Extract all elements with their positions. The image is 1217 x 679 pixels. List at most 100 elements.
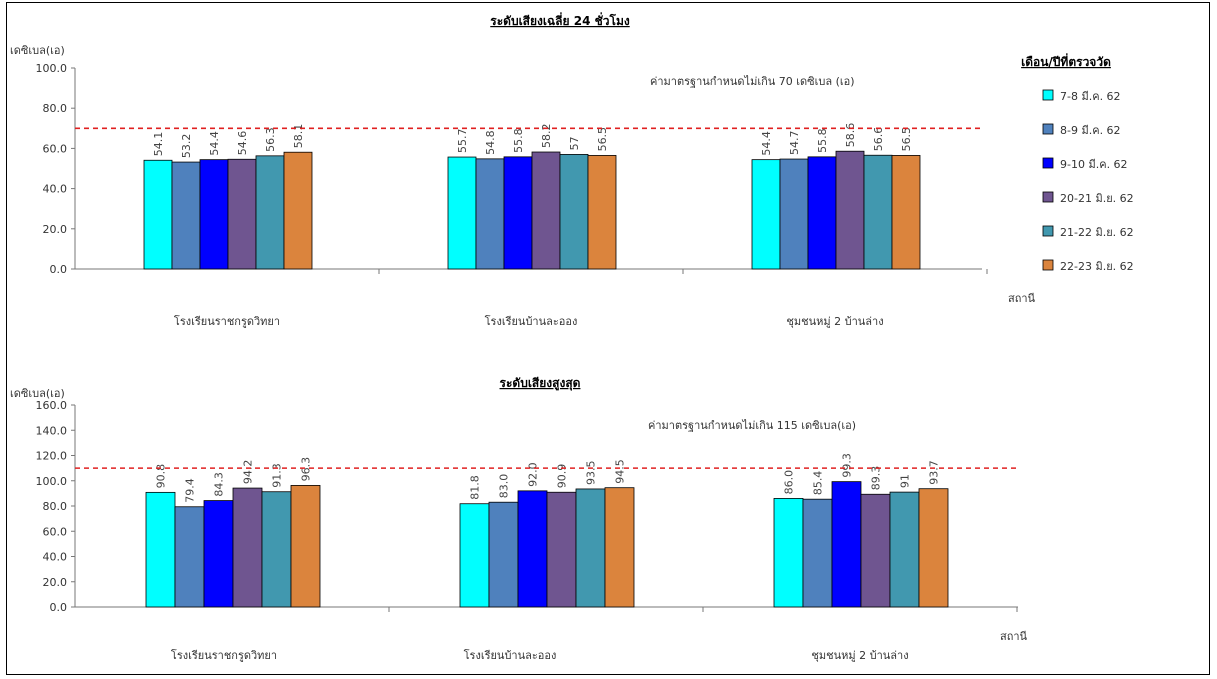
chart2-data-label: 84.3 (213, 472, 226, 497)
chart1-bar (807, 156, 837, 270)
chart1-data-label: 56.6 (872, 127, 885, 152)
chart1-data-label: 54.4 (208, 131, 221, 156)
chart2-data-label: 91.3 (271, 463, 284, 488)
chart2-data-label: 83.0 (498, 474, 511, 499)
chart2-bar (488, 501, 519, 608)
chart2-bar (517, 490, 548, 608)
chart-frame (6, 2, 1210, 675)
chart2-y-axis-label: เดซิเบล(เอ) (10, 387, 65, 400)
chart2-data-label: 93.7 (928, 460, 941, 485)
chart2-bar (203, 500, 234, 608)
chart1-y-tick-label: 20.0 (43, 223, 68, 236)
chart1-bar (587, 155, 617, 270)
chart2-title: ระดับเสียงสูงสุด (500, 376, 581, 391)
chart2-bar (831, 481, 862, 608)
legend-label: 21-22 มิ.ย. 62 (1060, 226, 1134, 239)
chart1-data-label: 53.2 (180, 134, 193, 159)
legend-title: เดือน/ปีที่ตรวจวัด (1021, 53, 1111, 69)
chart1-data-label: 54.8 (484, 130, 497, 155)
chart1-bar (863, 154, 893, 270)
legend-swatch (1042, 259, 1054, 271)
chart2-y-tick-label: 40.0 (43, 551, 68, 564)
legend-swatch (1042, 123, 1054, 135)
plot-layer: 0.0 20.0 40.0 60.0 80.0 100.0 โรงเรียนราชกรูดว… (36, 62, 1134, 662)
chart1-title: ระดับเสียงเฉลี่ย 24 ชั่วโมง (490, 12, 630, 28)
chart2-y-tick-label: 20.0 (43, 576, 68, 589)
chart2-data-label: 96.3 (300, 457, 313, 482)
chart2-y-tick-label: 120.0 (36, 450, 68, 463)
chart1-bar (779, 158, 809, 270)
chart2-category-label: ชุมชนหมู่ 2 บ้านล่าง (811, 649, 908, 662)
chart2-standard-label: ค่ามาตรฐานกำหนดไม่เกิน 115 เดซิเบล(เอ) (648, 419, 856, 432)
chart1-data-label: 55.8 (512, 128, 525, 153)
chart2-bar (860, 493, 891, 608)
chart1-bar (255, 155, 285, 270)
chart2-bar (889, 491, 920, 608)
chart2-bar (145, 491, 176, 608)
chart1-category-label: โรงเรียนบ้านละออง (485, 314, 578, 328)
legend-swatch (1042, 89, 1054, 101)
chart2-category-label: โรงเรียนบ้านละออง (464, 648, 557, 662)
legend-label: 8-9 มี.ค. 62 (1060, 124, 1121, 137)
chart2-bar (773, 498, 804, 608)
chart2-y-tick-label: 100.0 (36, 475, 68, 488)
chart2-data-label: 81.8 (469, 475, 482, 500)
chart1-bar (751, 159, 781, 270)
legend-label: 20-21 มิ.ย. 62 (1060, 192, 1134, 205)
chart1-data-label: 58.1 (292, 124, 305, 149)
chart2-data-label: 94.2 (242, 460, 255, 485)
chart1-bar (143, 159, 173, 270)
chart1-data-label: 57 (568, 136, 581, 150)
legend-label: 22-23 มิ.ย. 62 (1060, 260, 1134, 273)
chart1-bar (835, 150, 865, 270)
chart2-y-tick-label: 80.0 (43, 500, 68, 513)
chart2-bar (918, 488, 949, 608)
chart1-bar (475, 158, 505, 270)
chart1-bar (503, 156, 533, 270)
chart1-data-label: 58.2 (540, 124, 553, 149)
chart1-bar (171, 161, 201, 270)
chart2-data-label: 90.9 (556, 464, 569, 489)
chart1-bar (891, 155, 921, 270)
chart2-category-label: โรงเรียนราชกรูดวิทยา (171, 648, 277, 662)
chart2-bar (261, 491, 292, 608)
chart2-data-label: 93.5 (585, 460, 598, 485)
legend-label: 9-10 มี.ค. 62 (1060, 158, 1128, 171)
chart1-data-label: 54.4 (760, 131, 773, 156)
chart2-bar (802, 498, 833, 608)
chart1-y-axis-label: เดซิเบล(เอ) (10, 44, 65, 57)
legend-label: 7-8 มี.ค. 62 (1060, 90, 1121, 103)
chart1-data-label: 56.5 (596, 127, 609, 152)
chart1-data-label: 55.8 (816, 128, 829, 153)
chart1-y-tick-label: 60.0 (43, 142, 68, 155)
chart2-data-label: 79.4 (184, 478, 197, 503)
chart2-y-tick-label: 140.0 (36, 424, 68, 437)
chart1-data-label: 55.7 (456, 129, 469, 154)
chart1-category-label: โรงเรียนราชกรูดวิทยา (174, 314, 280, 328)
chart1-y-tick-label: 0.0 (50, 263, 68, 276)
chart1-bar (227, 158, 257, 270)
chart2-data-label: 90.8 (155, 464, 168, 489)
chart2-bar (232, 487, 263, 608)
chart1-data-label: 54.7 (788, 131, 801, 156)
chart2-data-label: 89.3 (870, 466, 883, 491)
chart2-data-label: 99.3 (841, 453, 854, 478)
chart1-data-label: 56.5 (900, 127, 913, 152)
chart2-bar (459, 503, 490, 608)
chart2-bar (604, 487, 635, 608)
chart1-bar (531, 151, 561, 270)
chart1-y-tick-label: 40.0 (43, 183, 68, 196)
chart2-x-axis-label: สถานี (1000, 630, 1028, 643)
chart1-y-tick-label: 100.0 (36, 62, 68, 75)
chart1-bar (283, 151, 313, 270)
chart1-standard-label: ค่ามาตรฐานกำหนดไม่เกิน 70 เดซิเบล (เอ) (650, 75, 855, 88)
chart1-data-label: 54.6 (236, 131, 249, 156)
chart2-bar (174, 506, 205, 608)
chart1-data-label: 56.3 (264, 127, 277, 152)
chart1-data-label: 54.1 (152, 132, 165, 157)
chart1-bar (447, 156, 477, 270)
chart2-data-label: 92.0 (527, 462, 540, 487)
chart1-category-label: ชุมชนหมู่ 2 บ้านล่าง (786, 315, 883, 328)
chart2-data-label: 91 (899, 474, 912, 488)
